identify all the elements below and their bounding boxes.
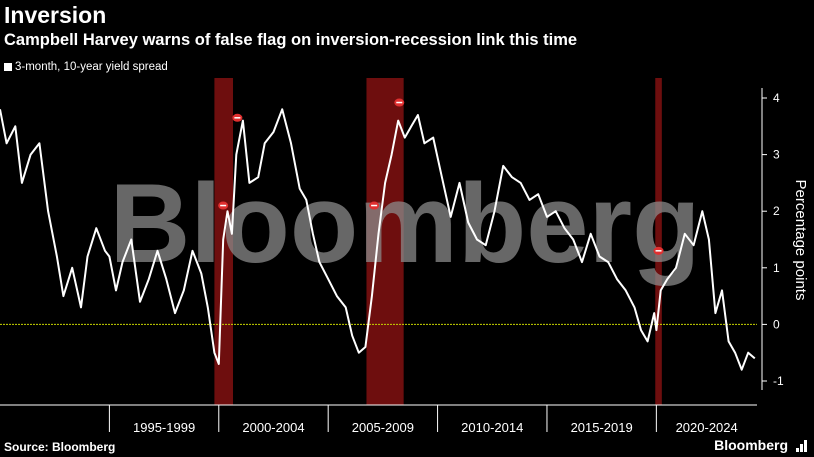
chart-title: Inversion: [4, 2, 107, 28]
recession-band-2: [366, 78, 404, 405]
legend-label: 3-month, 10-year yield spread: [15, 61, 168, 73]
y-axis: -1 0 1 2 3 4: [761, 88, 784, 390]
y-tick-label: 4: [773, 91, 780, 105]
bar-chart-icon: [796, 440, 810, 452]
recession-bands: [214, 78, 662, 405]
y-tick-label: 1: [773, 261, 780, 275]
inversion-marker-5: [653, 246, 664, 255]
legend: 3-month, 10-year yield spread: [4, 61, 168, 73]
inversion-marker-2: [232, 113, 243, 122]
watermark: Bloomberg: [109, 161, 700, 286]
y-tick-label: 0: [773, 317, 780, 331]
inversion-marker-4: [394, 98, 405, 107]
legend-swatch: [4, 63, 12, 71]
x-tick-label-5: 2015-2019: [571, 420, 633, 435]
x-tick-label-6: 2020-2024: [676, 420, 738, 435]
x-tick-label-2: 2000-2004: [242, 420, 304, 435]
x-tick-label-3: 2005-2009: [352, 420, 414, 435]
x-tick-label-1: 1995-1999: [133, 420, 195, 435]
y-tick-label: 3: [773, 148, 780, 162]
x-tick-label-4: 2010-2014: [461, 420, 523, 435]
source-note: Source: Bloomberg: [4, 440, 116, 454]
series-line-yield-spread: [0, 108, 756, 371]
x-axis: 1995-1999 2000-2004 2005-2009 2010-2014 2015…: [0, 404, 757, 435]
y-tick-label: -1: [773, 374, 784, 388]
chart-subtitle: Campbell Harvey warns of false flag on i…: [4, 31, 578, 49]
inversion-markers: [218, 98, 664, 255]
inversion-marker-1: [218, 201, 229, 210]
y-axis-label: Percentage points: [792, 180, 809, 301]
inversion-marker-3: [369, 201, 380, 210]
brand-logo-text: Bloomberg: [714, 437, 788, 453]
y-tick-label: 2: [773, 204, 780, 218]
recession-band-3: [655, 78, 662, 405]
